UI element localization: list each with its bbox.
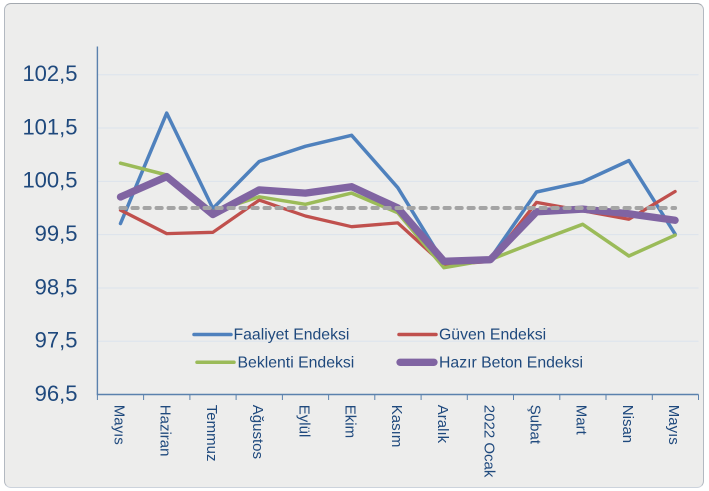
svg-text:Güven Endeksi: Güven Endeksi (439, 327, 546, 344)
svg-text:Temmuz: Temmuz (203, 405, 220, 462)
svg-text:2022 Ocak: 2022 Ocak (480, 405, 497, 478)
svg-text:Kasım: Kasım (388, 405, 405, 448)
svg-text:98,5: 98,5 (35, 274, 78, 299)
svg-text:Faaliyet Endeksi: Faaliyet Endeksi (234, 327, 350, 344)
svg-text:Mayıs: Mayıs (665, 405, 682, 445)
svg-text:Hazır Beton Endeksi: Hazır Beton Endeksi (439, 354, 583, 371)
svg-text:Eylül: Eylül (295, 405, 312, 438)
svg-text:Aralık: Aralık (434, 405, 451, 444)
svg-text:100,5: 100,5 (22, 168, 77, 193)
svg-text:97,5: 97,5 (35, 328, 78, 353)
svg-text:Ağustos: Ağustos (249, 405, 266, 459)
svg-text:Mart: Mart (573, 405, 590, 436)
svg-text:Nisan: Nisan (619, 405, 636, 443)
svg-text:99,5: 99,5 (35, 221, 78, 246)
svg-text:96,5: 96,5 (35, 381, 78, 406)
svg-text:Ekim: Ekim (342, 405, 359, 438)
svg-text:101,5: 101,5 (22, 114, 77, 139)
svg-text:102,5: 102,5 (22, 61, 77, 86)
svg-text:Haziran: Haziran (157, 405, 174, 457)
svg-text:Mayıs: Mayıs (111, 405, 128, 445)
svg-text:Beklenti Endeksi: Beklenti Endeksi (238, 354, 355, 371)
svg-text:Şubat: Şubat (527, 405, 544, 445)
